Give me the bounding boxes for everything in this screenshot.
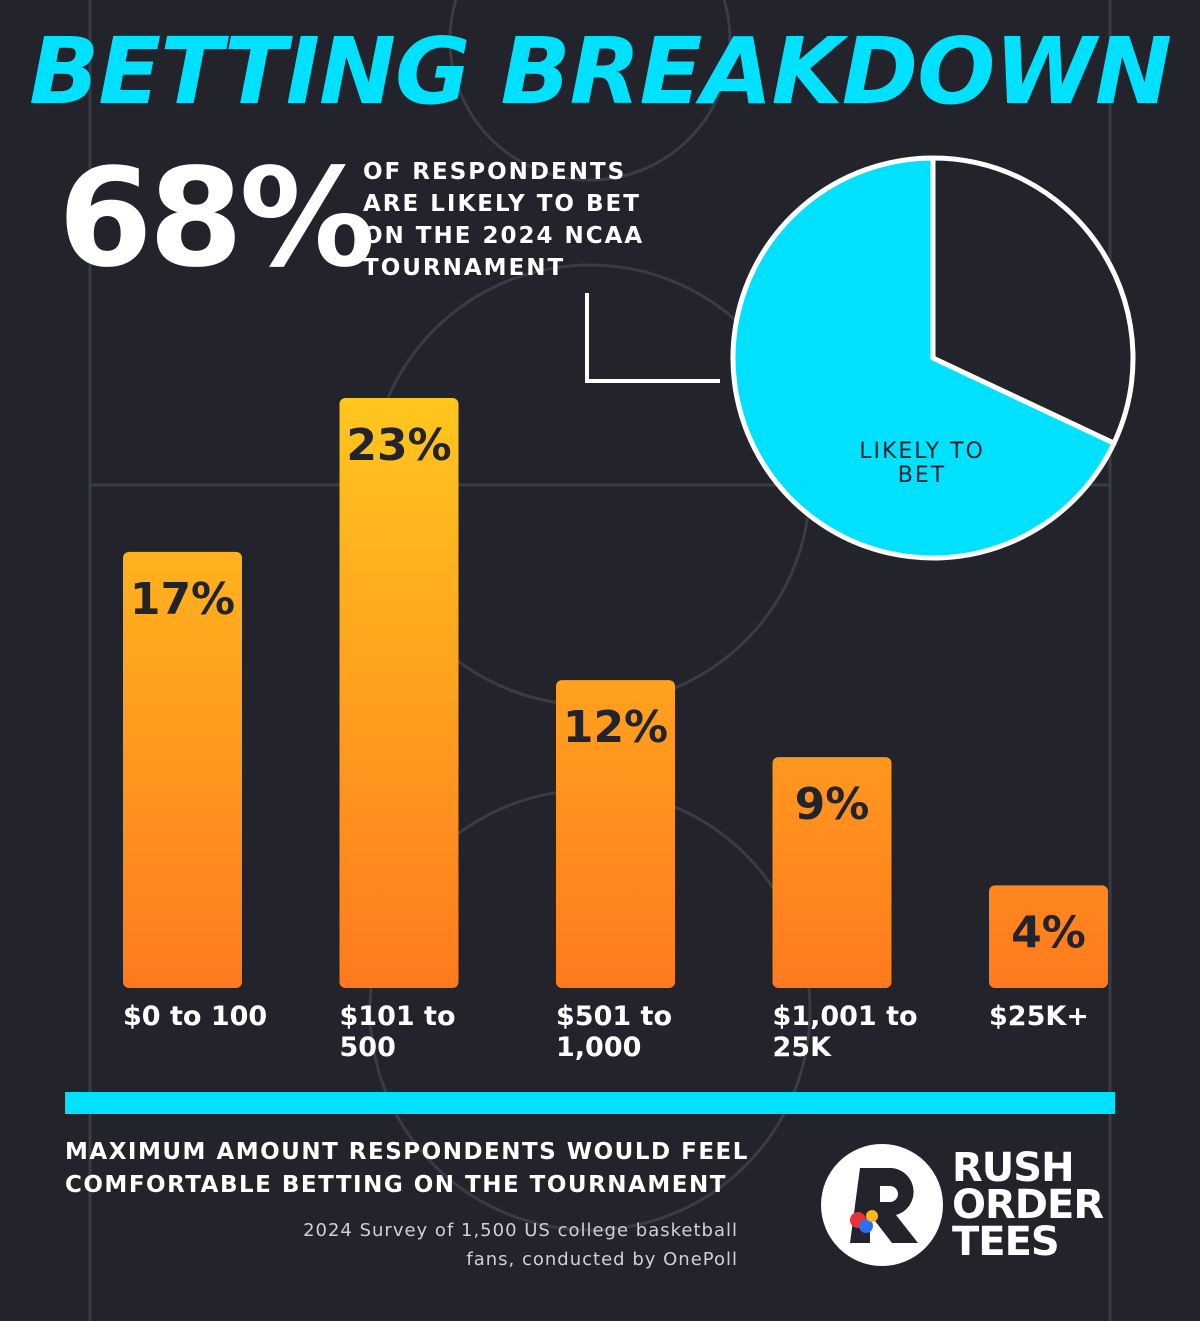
x-tick-label: $0 to 100 (123, 1001, 268, 1032)
bar-value-label: 17% (130, 574, 235, 625)
x-tick-label: $1,001 to 25K (772, 1001, 918, 1063)
logo-dot (866, 1210, 878, 1222)
bar (123, 551, 242, 988)
source-note: 2024 Survey of 1,500 US college basketba… (303, 1220, 738, 1270)
bar (339, 398, 459, 988)
pie-label: LIKELY TO BET (859, 439, 985, 488)
page-title: BETTING BREAKDOWN (29, 18, 1172, 125)
bar (989, 885, 1108, 988)
bar-value-label: 23% (346, 420, 451, 471)
bar-value-label: 4% (1011, 907, 1086, 958)
pie-slice (930, 155, 1136, 446)
bar-value-label: 9% (795, 779, 870, 830)
divider (65, 1092, 1115, 1114)
headline-stat: 68% (58, 140, 376, 298)
chart-title: MAXIMUM AMOUNT RESPONDENTS WOULD FEEL CO… (65, 1139, 749, 1198)
pointer-line (585, 293, 720, 383)
headline-text: OF RESPONDENTS ARE LIKELY TO BET ON THE … (363, 159, 645, 281)
bar (556, 680, 675, 988)
logo-r (850, 1168, 918, 1243)
bar-value-label: 12% (563, 702, 668, 753)
brand-name: RUSH ORDER TEES (952, 1145, 1104, 1265)
logo-dot (859, 1219, 873, 1233)
x-tick-label: $25K+ (989, 1001, 1089, 1032)
x-tick-label: $501 to 1,000 (556, 1001, 673, 1063)
bar (772, 757, 892, 988)
pie-slice (730, 155, 1117, 561)
x-tick-label: $101 to 500 (339, 1001, 456, 1063)
